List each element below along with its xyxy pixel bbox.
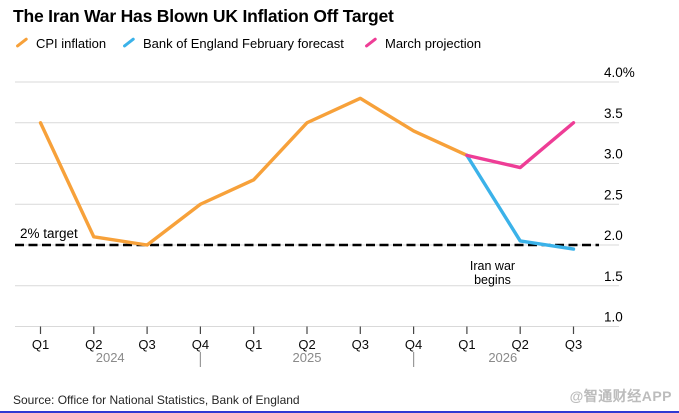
legend-label-cpi: CPI inflation (36, 35, 107, 51)
x-axis-label: Q2 (512, 337, 529, 352)
target-line-label: 2% target (20, 226, 78, 241)
iran-war-annotation-line2: begins (474, 273, 511, 287)
year-label: 2024 (96, 350, 125, 365)
y-axis-label: 3.0 (604, 147, 623, 162)
legend-item-march-projection: March projection (362, 34, 481, 52)
iran-war-annotation-line1: Iran war (469, 259, 516, 273)
legend: CPI inflation Bank of England February f… (0, 34, 679, 52)
watermark: @智通财经APP (569, 388, 672, 404)
x-axis-label: Q2 (298, 337, 315, 352)
legend-label-march: March projection (385, 35, 482, 51)
legend-label-boe: Bank of England February forecast (143, 35, 344, 51)
y-axis-label: 3.5 (604, 106, 623, 121)
series-line (465, 153, 576, 251)
x-axis-label: Q2 (85, 337, 102, 352)
x-axis-label: Q1 (245, 337, 262, 352)
x-axis-label: Q1 (32, 337, 49, 352)
x-axis-label: Q3 (565, 337, 582, 352)
x-axis-label: Q4 (192, 337, 209, 352)
series-line (465, 121, 576, 170)
bottom-divider (0, 411, 679, 413)
y-axis-label: 1.0 (604, 310, 623, 325)
y-axis-label: 2.0 (604, 228, 623, 243)
x-axis-label: Q3 (352, 337, 369, 352)
legend-item-boe-forecast: Bank of England February forecast (120, 34, 344, 52)
x-axis-label: Q3 (138, 337, 155, 352)
x-axis-label: Q4 (405, 337, 422, 352)
year-label: 2025 (293, 350, 322, 365)
page-title: The Iran War Has Blown UK Inflation Off … (13, 6, 394, 26)
iran-war-annotation: Iran war begins (440, 259, 545, 287)
series-line (38, 96, 469, 247)
source-note: Source: Office for National Statistics, … (13, 393, 300, 407)
y-axis-label: 1.5 (604, 269, 623, 284)
x-axis-label: Q1 (458, 337, 475, 352)
year-label: 2026 (488, 350, 517, 365)
y-axis-label: 4.0% (604, 65, 635, 80)
legend-item-cpi: CPI inflation (13, 34, 106, 52)
y-axis-label: 2.5 (604, 187, 623, 202)
